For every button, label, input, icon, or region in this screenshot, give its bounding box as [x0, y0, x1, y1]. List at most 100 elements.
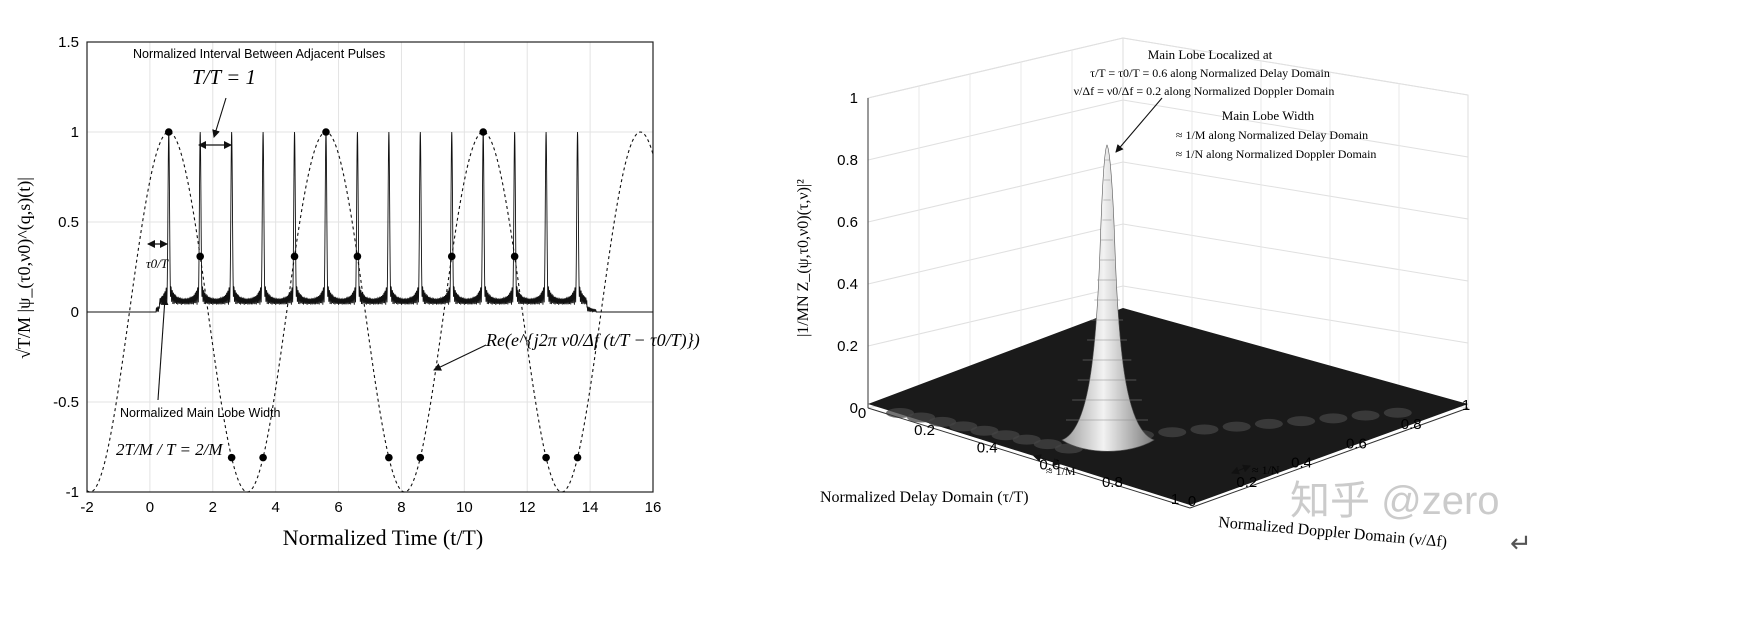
wall-hline — [1122, 223, 1469, 282]
sample-marker — [573, 453, 582, 462]
left-y-tick-label: 1 — [71, 124, 79, 141]
sidelobe-ripple — [970, 425, 999, 436]
sample-marker — [353, 252, 362, 261]
lobe-title: Normalized Main Lobe Width — [120, 406, 281, 420]
sidelobe-ripple — [991, 430, 1020, 441]
loc-line1: τ/T = τ0/T = 0.6 along Normalized Delay … — [1090, 66, 1330, 80]
wall-hline — [867, 223, 1124, 285]
sidelobe-ripple — [1351, 410, 1380, 421]
lobe-pointer-arrow — [157, 297, 169, 401]
wall-hline — [1122, 161, 1469, 220]
left-x-tick-label: 6 — [334, 499, 342, 516]
sidelobe-ripple — [1190, 424, 1219, 435]
z-tick-label: 1 — [850, 90, 858, 107]
sidelobe-ripple — [1383, 407, 1412, 418]
interval-formula: T/T = 1 — [192, 65, 256, 89]
wall-hline — [867, 99, 1124, 161]
left-x-tick-label: 16 — [645, 499, 662, 516]
right-x-axis-label: Normalized Delay Domain (τ/T) — [820, 489, 1029, 506]
width-line1: ≈ 1/M along Normalized Delay Domain — [1176, 128, 1368, 142]
sidelobe-ripple — [907, 412, 936, 423]
main-lobe-peak — [1061, 144, 1155, 452]
z-tick-label: 0.6 — [837, 214, 858, 231]
doppler-tick-label: 1 — [1462, 397, 1470, 414]
left-y-tick-label: 0.5 — [58, 214, 79, 231]
left-x-tick-label: 12 — [519, 499, 536, 516]
left-grid — [86, 41, 654, 493]
sidelobe-ripple — [1012, 434, 1041, 445]
left-y-tick-label: 1.5 — [58, 34, 79, 51]
sidelobe-ripple — [1222, 421, 1251, 432]
sample-marker — [510, 252, 519, 261]
sample-marker — [322, 128, 330, 136]
width-line2: ≈ 1/N along Normalized Doppler Domain — [1176, 147, 1377, 161]
sample-markers — [164, 128, 582, 462]
left-y-tick-label: -1 — [66, 484, 79, 501]
left-x-tick-label: 10 — [456, 499, 473, 516]
watermark: 知乎 @zero — [1290, 479, 1500, 523]
doppler-tick-label: 0.6 — [1346, 435, 1367, 452]
sidelobe-ripple — [1319, 413, 1348, 424]
wall-hline — [867, 161, 1124, 223]
sample-marker — [227, 453, 236, 462]
delay-tick-label: 0.8 — [1102, 474, 1123, 491]
cosine-dashed-series — [86, 131, 654, 493]
peak-pointer-arrow — [1115, 97, 1163, 153]
sidelobe-ripple — [1287, 416, 1316, 427]
sample-marker — [290, 252, 299, 261]
interval-title: Normalized Interval Between Adjacent Pul… — [133, 47, 385, 61]
doppler-tick-label: 0.8 — [1401, 416, 1422, 433]
loc-line2: ν/Δf = ν0/Δf = 0.2 along Normalized Dopp… — [1074, 84, 1335, 98]
sample-marker — [447, 252, 456, 261]
left-x-tick-label: 2 — [209, 499, 217, 516]
sample-marker — [479, 128, 488, 136]
doppler-tick-label: 0.2 — [1236, 474, 1257, 491]
left-x-tick-label: 8 — [397, 499, 405, 516]
tau-label: τ0/T — [146, 256, 169, 271]
cosine-label: Re(e^{j2π ν0/Δf (t/T − τ0/T)}) — [485, 330, 700, 351]
doppler-axis-line — [1189, 407, 1469, 509]
sample-marker — [259, 453, 267, 462]
surface-floor — [868, 308, 1468, 505]
floor-sidelobes — [886, 407, 1412, 454]
delay-tick-label: 0 — [858, 405, 866, 422]
wall-hline — [1122, 37, 1469, 96]
peak-mesh-lines — [1066, 159, 1148, 421]
sample-marker — [385, 453, 393, 462]
sample-marker — [196, 252, 204, 261]
z-tick-label: 0 — [850, 400, 858, 417]
z-tick-label: 0.4 — [837, 276, 858, 293]
left-x-tick-label: 14 — [582, 499, 599, 516]
delay-width-label: ≈ 1/M — [1046, 464, 1076, 478]
left-x-tick-label: 4 — [271, 499, 279, 516]
delay-tick-label: 0.4 — [977, 439, 998, 456]
wall-hline — [867, 37, 1124, 99]
doppler-tick-label: 0.4 — [1291, 455, 1312, 472]
lobe-formula: 2T/M / T = 2/M — [116, 440, 223, 459]
sidelobe-ripple — [1254, 418, 1283, 429]
left-tick-labels: -2 0 2 4 6 8 10 12 14 16 -1 -0.5 0 0.5 1 1.5 — [53, 34, 661, 516]
return-glyph: ↵ — [1510, 528, 1532, 558]
sample-marker — [542, 453, 550, 462]
sidelobe-ripple — [928, 416, 957, 427]
z-tick-label: 0.2 — [837, 338, 858, 355]
pulse-train-series — [87, 131, 653, 313]
sample-marker — [416, 453, 425, 462]
left-line-chart: -2 0 2 4 6 8 10 12 14 16 -1 -0.5 0 0.5 1 1.5 Normalized… — [14, 34, 700, 550]
doppler-width-label: ≈ 1/N — [1252, 463, 1280, 477]
delay-width-arrow — [1033, 454, 1061, 466]
left-y-tick-label: 0 — [71, 304, 79, 321]
wall-hline — [1122, 99, 1469, 158]
cosine-pointer-arrow — [433, 344, 487, 371]
left-axes-box — [86, 41, 654, 493]
wall-hline — [1122, 285, 1469, 344]
wall-hline — [867, 285, 1124, 347]
width-title: Main Lobe Width — [1222, 108, 1315, 123]
z-tick-label: 0.8 — [837, 152, 858, 169]
left-x-tick-label: 0 — [146, 499, 154, 516]
loc-title: Main Lobe Localized at — [1148, 47, 1273, 62]
left-x-axis-label: Normalized Time (t/T) — [283, 525, 483, 550]
doppler-tick-label: 0 — [1188, 493, 1196, 510]
